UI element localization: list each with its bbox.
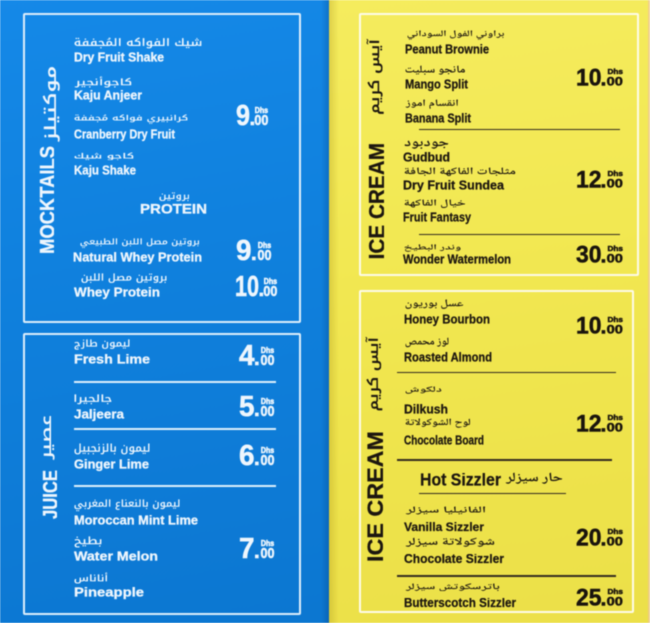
svg-text:00: 00	[258, 247, 272, 262]
svg-text:PROTEIN: PROTEIN	[140, 203, 207, 216]
svg-text:Honey Bourbon: Honey Bourbon	[404, 314, 490, 326]
svg-text:Chocolate Sizzler: Chocolate Sizzler	[404, 554, 504, 566]
svg-text:Natural Whey Protein: Natural Whey Protein	[73, 252, 202, 264]
svg-text:Dry Fruit Shake: Dry Fruit Shake	[74, 52, 164, 64]
svg-text:Dhs: Dhs	[607, 68, 623, 76]
svg-text:Dhs: Dhs	[607, 245, 623, 253]
svg-text:9: 9	[236, 239, 252, 262]
svg-text:Hot Sizzler: Hot Sizzler	[420, 473, 501, 489]
svg-text:Fruit Fantasy: Fruit Fantasy	[403, 212, 472, 224]
svg-text:Dilkush: Dilkush	[404, 404, 448, 416]
svg-text:Moroccan Mint Lime: Moroccan Mint Lime	[74, 515, 198, 527]
svg-text:6: 6	[239, 444, 255, 467]
svg-text:00: 00	[606, 421, 623, 435]
svg-text:Cranberry Dry Fruit: Cranberry Dry Fruit	[74, 129, 176, 141]
svg-text:ICE CREAM: ICE CREAM	[368, 143, 384, 259]
svg-text:Fresh Lime: Fresh Lime	[74, 354, 150, 366]
svg-text:Chocolate Board: Chocolate Board	[404, 435, 484, 447]
svg-text:9: 9	[236, 104, 250, 127]
svg-text:Whey Protein: Whey Protein	[74, 287, 160, 299]
svg-text:Kaju Shake: Kaju Shake	[74, 165, 136, 177]
svg-text:Ginger Lime: Ginger Lime	[74, 459, 149, 471]
svg-text:Dhs: Dhs	[255, 106, 269, 115]
svg-text:00: 00	[606, 535, 623, 549]
svg-text:10: 10	[235, 275, 259, 298]
svg-text:Wonder Watermelon: Wonder Watermelon	[403, 254, 511, 266]
svg-text:10: 10	[576, 316, 602, 336]
svg-text:Dry Fruit Sundea: Dry Fruit Sundea	[403, 180, 505, 192]
svg-text:12: 12	[576, 170, 602, 190]
svg-text:25: 25	[576, 588, 602, 608]
svg-text:00: 00	[261, 403, 275, 418]
svg-text:00: 00	[261, 352, 275, 367]
svg-text:Dhs: Dhs	[261, 397, 275, 406]
svg-text:Roasted Almond: Roasted Almond	[404, 352, 492, 364]
svg-text:Dhs: Dhs	[261, 539, 275, 548]
svg-text:00: 00	[263, 283, 277, 298]
svg-text:00: 00	[254, 112, 268, 127]
svg-text:Dhs: Dhs	[264, 277, 278, 286]
svg-text:Mango Split: Mango Split	[405, 79, 469, 91]
svg-text:5: 5	[239, 395, 255, 418]
svg-text:00: 00	[606, 322, 623, 336]
svg-text:Dhs: Dhs	[607, 170, 623, 178]
svg-text:20: 20	[576, 528, 602, 548]
svg-text:Dhs: Dhs	[607, 528, 623, 536]
svg-text:Water Melon: Water Melon	[74, 551, 158, 563]
svg-text:Jaljeera: Jaljeera	[74, 409, 125, 421]
svg-text:12: 12	[576, 414, 602, 434]
svg-text:00: 00	[606, 594, 623, 608]
svg-text:MOCKTAILS: MOCKTAILS	[39, 146, 54, 254]
svg-text:ICE CREAM: ICE CREAM	[367, 431, 383, 562]
svg-text:Pineapple: Pineapple	[74, 587, 144, 599]
svg-text:7: 7	[239, 537, 255, 560]
svg-text:30: 30	[576, 245, 602, 265]
svg-text:00: 00	[606, 251, 623, 265]
svg-text:Gudbud: Gudbud	[403, 152, 450, 164]
svg-text:Banana Split: Banana Split	[405, 113, 472, 125]
svg-text:00: 00	[261, 545, 275, 560]
svg-text:00: 00	[606, 75, 623, 89]
svg-text:10: 10	[576, 68, 602, 88]
svg-text:JUICE: JUICE	[42, 470, 58, 519]
svg-text:Vanilla Sizzler: Vanilla Sizzler	[404, 522, 484, 534]
svg-text:Dhs: Dhs	[261, 346, 275, 355]
svg-text:Peanut Brownie: Peanut Brownie	[405, 44, 489, 56]
svg-text:4: 4	[239, 344, 255, 367]
svg-text:Kaju Anjeer: Kaju Anjeer	[74, 90, 142, 102]
svg-text:Dhs: Dhs	[258, 241, 272, 250]
svg-text:Butterscotch Sizzler: Butterscotch Sizzler	[404, 598, 516, 610]
svg-text:Dhs: Dhs	[261, 446, 275, 455]
svg-text:00: 00	[606, 177, 623, 191]
svg-text:Dhs: Dhs	[607, 316, 623, 324]
svg-text:00: 00	[261, 452, 275, 467]
svg-text:Dhs: Dhs	[607, 414, 623, 422]
svg-text:Dhs: Dhs	[607, 588, 623, 596]
